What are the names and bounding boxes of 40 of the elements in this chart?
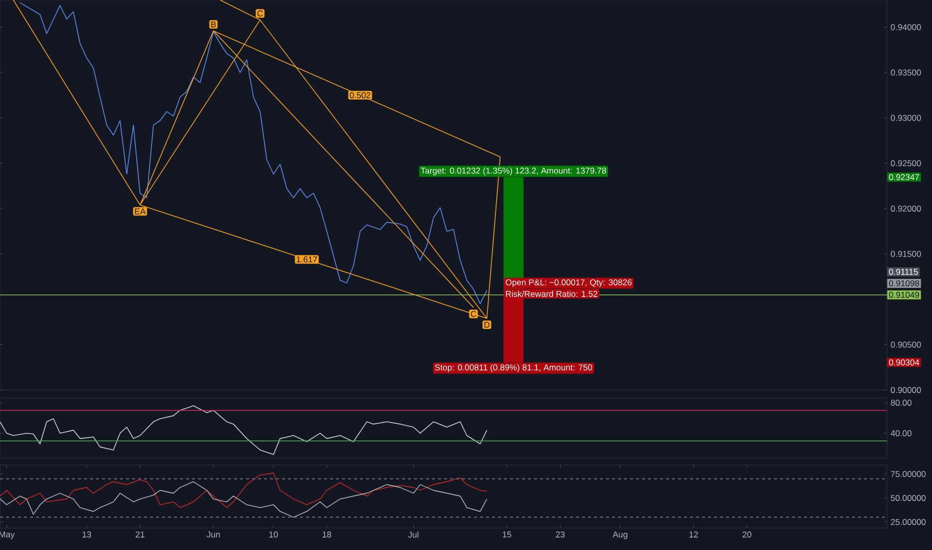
- y-tick-label: 0.93500: [890, 70, 921, 76]
- text: 0.91098: [889, 280, 920, 286]
- y-tick-label: 50.00000: [890, 494, 926, 501]
- y-tick-label: 40.00: [890, 430, 912, 436]
- y-tick-label: 0.91500: [890, 250, 921, 257]
- x-tick-label: Jun: [206, 532, 220, 538]
- y-tick-label: 0.93000: [890, 114, 921, 121]
- x-tick-label: 13: [82, 532, 92, 538]
- text: 0.91115: [889, 268, 918, 275]
- annotation: Target: 0.01232 (1.35%) 123.2, Amount: 1379.78: [420, 167, 606, 176]
- y-tick-label: 0.90500: [890, 342, 921, 348]
- y-tick-label: 0.90000: [890, 386, 921, 393]
- annotation: 0.502: [350, 92, 370, 98]
- annotation: B: [211, 21, 216, 28]
- x-tick-label: 12: [690, 532, 698, 538]
- annotation: Stop: 0.00811 (0.89%) 81.1, Amount: 750: [435, 364, 592, 372]
- y-tick-label: 0.94000: [890, 24, 921, 30]
- annotation: EA: [135, 208, 146, 214]
- text: 0.92347: [889, 174, 919, 180]
- x-tick-label: 10: [269, 532, 278, 538]
- annotation: 1.617: [296, 256, 317, 262]
- x-tick-label: 18: [322, 532, 332, 538]
- x-tick-label: 21: [136, 532, 144, 538]
- ref-line-label: 0.91049: [889, 292, 920, 298]
- x-tick-label: 15: [502, 532, 512, 538]
- annotation: D: [484, 322, 490, 328]
- annotation: C: [470, 310, 476, 317]
- x-tick-label: 23: [556, 532, 565, 538]
- y-tick-label: 25.00000: [890, 518, 926, 525]
- x-tick-label: Jul: [408, 532, 418, 538]
- y-tick-label: 0.92000: [890, 206, 921, 212]
- x-tick-label: 20: [742, 532, 752, 538]
- y-tick-label: 80.00: [890, 400, 912, 406]
- annotation: C: [257, 10, 263, 16]
- y-tick-label: 75.00000: [890, 470, 926, 478]
- x-tick-label: Aug: [612, 532, 628, 540]
- annotation: Open P&L: −0.00017, Qty: 30826: [506, 279, 632, 288]
- text: 0.90304: [889, 359, 920, 366]
- y-tick-label: 0.92500: [890, 160, 921, 166]
- annotation: Risk/Reward Ratio: 1.52: [506, 290, 598, 297]
